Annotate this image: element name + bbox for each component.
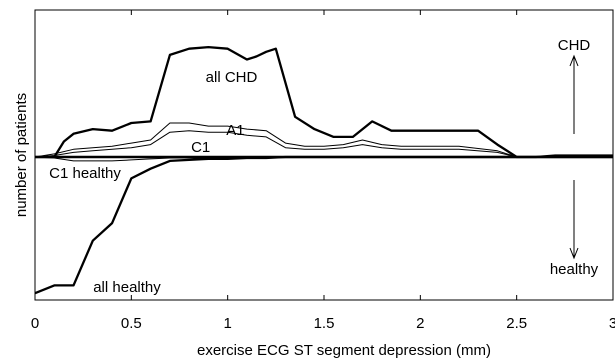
x-tick-label: 1 — [223, 315, 231, 332]
label-c1: C1 — [191, 139, 210, 156]
label-all-chd: all CHD — [206, 69, 258, 86]
series-line-all-healthy — [34, 155, 613, 295]
label-healthy-direction: healthy — [550, 261, 599, 278]
arrow-down-icon — [569, 180, 579, 260]
series-line-a1 — [34, 122, 613, 158]
x-tick-label: 3 — [609, 315, 615, 332]
x-tick-label: 2.5 — [506, 315, 527, 332]
x-axis-ticks — [34, 10, 614, 300]
arrow-up-head — [569, 54, 579, 67]
x-axis-label: exercise ECG ST segment depression (mm) — [197, 342, 491, 359]
x-tick-label: 2 — [416, 315, 424, 332]
series-line-all-chd — [35, 45, 613, 159]
x-axis-tick-labels: 0 0.5 1 1.5 2 2.5 3 — [31, 315, 615, 332]
x-tick-label: 0 — [31, 315, 39, 332]
label-all-healthy: all healthy — [93, 279, 161, 296]
x-tick-label: 1.5 — [314, 315, 335, 332]
label-a1: A1 — [226, 122, 244, 139]
plot-area: 0 0.5 1 1.5 2 2.5 3 — [31, 9, 615, 332]
label-chd-direction: CHD — [558, 37, 591, 54]
series-line-c1 — [34, 130, 613, 158]
y-axis-label: number of patients — [13, 93, 30, 217]
plot-frame — [34, 9, 614, 301]
arrow-down-head — [569, 247, 579, 260]
label-c1-healthy: C1 healthy — [49, 165, 121, 182]
x-tick-label: 0.5 — [121, 315, 142, 332]
arrow-up-icon — [569, 54, 579, 134]
series-layer — [34, 45, 613, 295]
